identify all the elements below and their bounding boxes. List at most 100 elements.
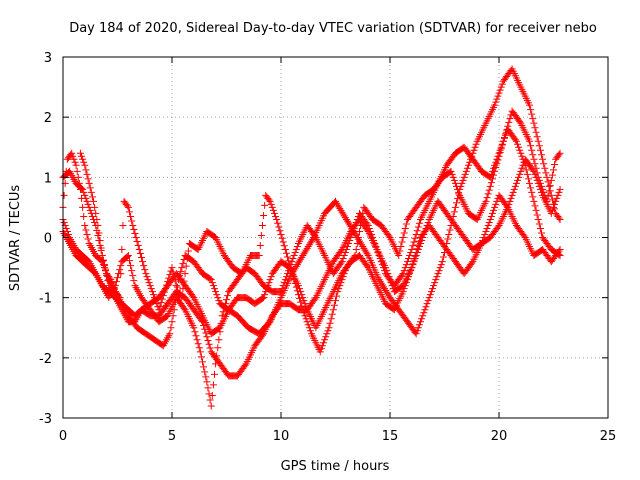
data-point (298, 302, 306, 310)
data-point (492, 200, 500, 208)
data-point (413, 227, 421, 235)
data-point (452, 199, 460, 207)
data-point (340, 212, 348, 220)
data-point (550, 203, 557, 211)
data-point (547, 209, 555, 217)
data-point (272, 212, 280, 220)
data-point (531, 124, 539, 132)
series-5 (76, 107, 564, 356)
data-point (333, 199, 341, 207)
data-point (129, 221, 137, 229)
data-point (521, 161, 529, 169)
data-point (395, 252, 403, 260)
data-point (534, 215, 542, 223)
data-point (412, 249, 420, 257)
data-point (546, 182, 554, 190)
data-point (401, 264, 409, 272)
data-point (298, 253, 306, 261)
data-point (123, 202, 131, 210)
data-point (287, 264, 295, 272)
data-point (294, 291, 302, 299)
data-point (540, 188, 548, 196)
data-point (439, 253, 447, 261)
data-point (506, 197, 514, 205)
data-point (214, 294, 222, 302)
data-point (204, 384, 212, 392)
data-point (535, 142, 543, 150)
data-point (177, 268, 185, 276)
data-point (529, 151, 537, 159)
y-tick-label: 3 (44, 51, 52, 66)
data-point (192, 332, 200, 340)
data-point (299, 306, 307, 314)
data-point (267, 200, 275, 208)
data-point (374, 249, 382, 257)
data-point (520, 232, 528, 240)
x-tick-label: 10 (273, 429, 290, 444)
data-point (79, 203, 87, 211)
data-point (127, 212, 135, 220)
data-point (70, 155, 78, 163)
data-point (190, 324, 198, 332)
data-point (338, 276, 346, 284)
data-point (117, 262, 125, 270)
data-point (402, 279, 410, 287)
data-point (526, 137, 534, 145)
data-point (484, 190, 492, 198)
data-point (413, 327, 421, 335)
data-point (337, 279, 345, 287)
data-point (116, 294, 124, 302)
data-point (280, 242, 288, 250)
data-point (284, 270, 292, 278)
data-point (209, 381, 217, 389)
data-point (317, 345, 325, 353)
data-point (169, 268, 177, 276)
data-point (213, 291, 221, 299)
data-point (488, 209, 496, 217)
data-point (345, 240, 353, 248)
data-point (444, 235, 452, 243)
data-point (539, 155, 547, 163)
data-point (502, 130, 510, 138)
data-point (433, 273, 441, 281)
data-point (519, 155, 527, 163)
data-point (337, 259, 345, 267)
data-point (155, 306, 163, 314)
data-point (269, 206, 277, 214)
data-point (265, 196, 273, 204)
data-point (497, 83, 505, 91)
data-point (261, 291, 269, 299)
data-point (140, 262, 148, 270)
data-point (158, 295, 166, 303)
data-point (92, 209, 100, 217)
data-point (109, 282, 117, 290)
data-point (286, 261, 294, 269)
data-point (376, 255, 384, 263)
data-point (157, 299, 165, 307)
data-point (417, 318, 425, 326)
data-point (494, 92, 502, 100)
data-point (294, 259, 302, 267)
data-point (492, 98, 500, 106)
data-point (371, 240, 379, 248)
data-point (308, 237, 316, 245)
data-point (545, 187, 553, 195)
data-point (398, 271, 406, 279)
data-point (518, 164, 526, 172)
data-point (414, 324, 422, 332)
data-point (152, 297, 160, 305)
data-point (522, 166, 530, 174)
data-point (221, 300, 229, 308)
data-point (281, 246, 289, 254)
data-point (398, 238, 406, 246)
data-point (496, 149, 504, 157)
data-point (177, 300, 185, 308)
data-point (72, 161, 80, 169)
data-point (148, 288, 156, 296)
data-point (551, 161, 559, 169)
data-point (179, 285, 187, 293)
data-point (506, 115, 514, 123)
data-point (400, 229, 408, 237)
data-point (182, 262, 190, 270)
data-point (215, 336, 223, 344)
